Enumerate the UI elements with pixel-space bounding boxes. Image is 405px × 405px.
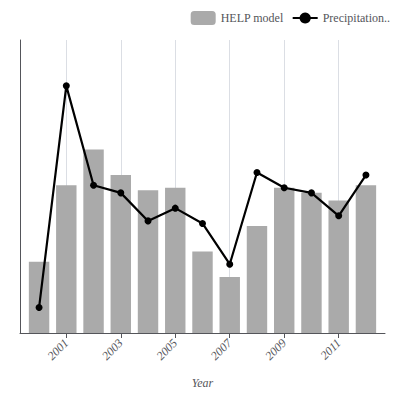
svg-text:2007: 2007 <box>208 335 236 363</box>
svg-text:Year: Year <box>192 376 214 390</box>
svg-text:2003: 2003 <box>99 336 126 363</box>
svg-text:HELP model: HELP model <box>221 11 284 25</box>
svg-text:Precipitation..: Precipitation.. <box>323 11 390 25</box>
svg-text:2005: 2005 <box>153 336 180 363</box>
svg-text:2001: 2001 <box>44 336 71 363</box>
svg-text:2011: 2011 <box>317 336 343 362</box>
svg-text:2009: 2009 <box>262 336 289 363</box>
